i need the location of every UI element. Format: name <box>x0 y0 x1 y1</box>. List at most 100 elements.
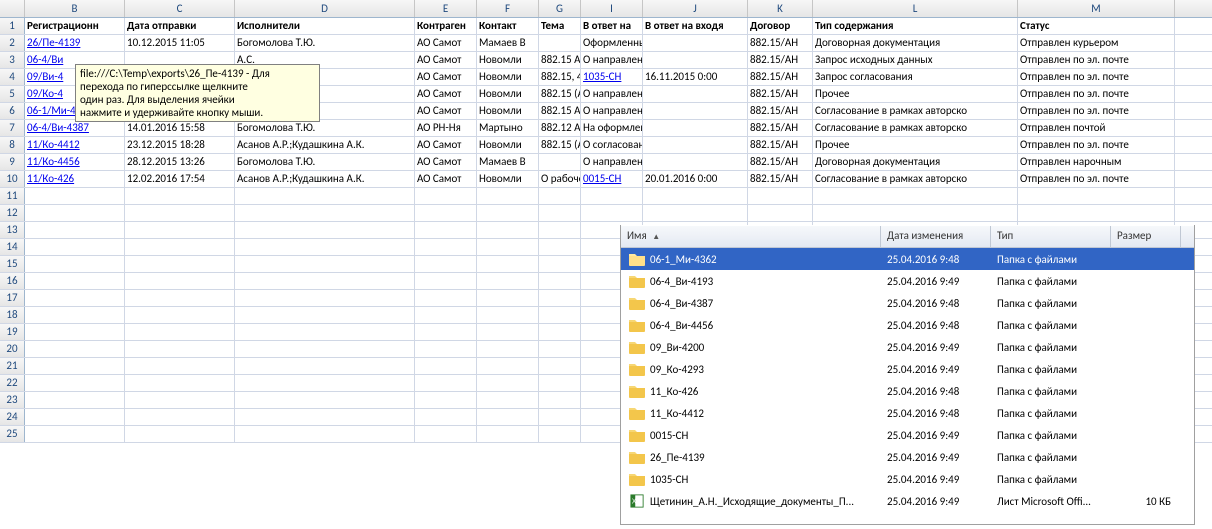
cell[interactable] <box>539 222 581 238</box>
cell[interactable] <box>539 273 581 289</box>
cell[interactable] <box>477 358 539 374</box>
cell[interactable]: Запрос исходных данных <box>813 52 1018 68</box>
cell[interactable] <box>235 222 415 238</box>
cell[interactable] <box>125 307 235 323</box>
cell[interactable]: 11/Ко-4412 <box>25 137 125 153</box>
cell[interactable] <box>415 375 477 391</box>
cell[interactable] <box>477 324 539 340</box>
cell[interactable]: 882.15, 43 <box>539 69 581 85</box>
cell[interactable]: 882.15/АН <box>748 69 813 85</box>
row-header[interactable]: 22 <box>0 375 25 391</box>
cell[interactable] <box>125 426 235 442</box>
hyperlink[interactable]: 26/Пе-4139 <box>27 36 80 49</box>
cell[interactable] <box>25 341 125 357</box>
cell[interactable] <box>539 239 581 255</box>
row-header[interactable]: 25 <box>0 426 25 442</box>
cell[interactable] <box>125 273 235 289</box>
cell[interactable] <box>25 290 125 306</box>
cell[interactable] <box>415 290 477 306</box>
file-name-cell[interactable]: 26_Пе-4139 <box>621 450 881 464</box>
cell[interactable]: Отправлен по эл. почте <box>1018 103 1175 119</box>
cell[interactable] <box>477 256 539 272</box>
cell[interactable] <box>125 256 235 272</box>
row-header[interactable]: 3 <box>0 52 25 68</box>
cell[interactable] <box>125 358 235 374</box>
cell[interactable]: Запрос согласования <box>813 69 1018 85</box>
cell[interactable] <box>539 426 581 442</box>
cell[interactable]: АО Самот <box>415 69 477 85</box>
cell[interactable]: Оформленный с протоколом разног <box>581 35 643 51</box>
cell[interactable]: О направлении специали <box>581 86 643 102</box>
cell[interactable]: Новомли <box>477 69 539 85</box>
cell[interactable]: АО Самот <box>415 103 477 119</box>
cell[interactable]: Богомолова Т.Ю. <box>235 120 415 136</box>
cell[interactable]: 882.15 (АН) <box>539 86 581 102</box>
cell[interactable] <box>415 409 477 425</box>
hyperlink[interactable]: 11/Ко-426 <box>27 172 74 185</box>
file-name-cell[interactable]: 06-4_Ви-4387 <box>621 296 881 310</box>
cell[interactable]: 882.15 (АН) <box>539 137 581 153</box>
cell[interactable] <box>539 409 581 425</box>
col-header-M[interactable]: M <box>1018 0 1175 17</box>
cell[interactable]: Новомли <box>477 103 539 119</box>
cell[interactable]: Отправлен по эл. почте <box>1018 69 1175 85</box>
cell[interactable] <box>235 290 415 306</box>
hyperlink[interactable]: 09/Ко-4 <box>27 87 63 100</box>
cell[interactable]: Отправлен по эл. почте <box>1018 86 1175 102</box>
cell[interactable]: Договорная документация <box>813 154 1018 170</box>
cell[interactable]: 23.12.2015 18:28 <box>125 137 235 153</box>
cell[interactable]: Прочее <box>813 86 1018 102</box>
explorer-row[interactable]: 06-1_Ми-436225.04.2016 9:48Папка с файла… <box>621 248 1194 270</box>
cell[interactable] <box>539 256 581 272</box>
cell[interactable] <box>235 341 415 357</box>
cell[interactable] <box>125 239 235 255</box>
cell[interactable]: 882.15 АН <box>539 103 581 119</box>
col-header-I[interactable]: I <box>581 0 643 17</box>
cell[interactable] <box>539 188 581 204</box>
cell[interactable] <box>415 205 477 221</box>
cell[interactable]: АО Самот <box>415 137 477 153</box>
cell[interactable] <box>1018 188 1175 204</box>
col-header-L[interactable]: L <box>813 0 1018 17</box>
file-name-cell[interactable]: 09_Ви-4200 <box>621 340 881 354</box>
col-header-K[interactable]: K <box>748 0 813 17</box>
cell[interactable]: 882.15/АН <box>748 137 813 153</box>
explorer-col-name[interactable]: Имя ▲ <box>621 226 881 247</box>
col-header-E[interactable]: E <box>415 0 477 17</box>
explorer-row[interactable]: 0015-СН25.04.2016 9:49Папка с файлами <box>621 424 1194 446</box>
row-header[interactable]: 6 <box>0 103 25 119</box>
cell[interactable]: 882.15/АН <box>748 103 813 119</box>
cell[interactable]: 882.12 АН <box>539 120 581 136</box>
hyperlink[interactable]: 06-4/Ви-4387 <box>27 121 89 134</box>
file-name-cell[interactable]: 06-1_Ми-4362 <box>621 252 881 266</box>
cell[interactable]: 882.15/АН <box>748 171 813 187</box>
cell[interactable] <box>415 392 477 408</box>
explorer-col-size[interactable]: Размер <box>1111 226 1181 247</box>
cell[interactable] <box>539 307 581 323</box>
cell[interactable]: Прочее <box>813 137 1018 153</box>
cell[interactable] <box>415 426 477 442</box>
file-name-cell[interactable]: 0015-СН <box>621 428 881 442</box>
cell[interactable] <box>539 341 581 357</box>
cell[interactable]: АО Самот <box>415 86 477 102</box>
hyperlink[interactable]: 11/Ко-4456 <box>27 155 80 168</box>
row-header[interactable]: 1 <box>0 18 25 34</box>
cell[interactable]: О направлении специалис <box>581 52 643 68</box>
cell[interactable]: Мартыно <box>477 120 539 136</box>
cell[interactable] <box>125 341 235 357</box>
cell[interactable] <box>813 188 1018 204</box>
cell[interactable]: Отправлен курьером <box>1018 35 1175 51</box>
cell[interactable]: АО РН-Ня <box>415 120 477 136</box>
cell[interactable] <box>235 307 415 323</box>
cell[interactable]: 14.01.2016 15:58 <box>125 120 235 136</box>
cell[interactable]: 11/Ко-426 <box>25 171 125 187</box>
cell[interactable]: Мамаев В <box>477 35 539 51</box>
row-header[interactable]: 7 <box>0 120 25 136</box>
cell[interactable]: Новомли <box>477 171 539 187</box>
cell[interactable] <box>25 239 125 255</box>
cell[interactable] <box>25 409 125 425</box>
cell[interactable]: На оформление акт № 6 <box>581 120 643 136</box>
cell[interactable] <box>25 324 125 340</box>
cell[interactable] <box>581 188 643 204</box>
row-header[interactable]: 4 <box>0 69 25 85</box>
